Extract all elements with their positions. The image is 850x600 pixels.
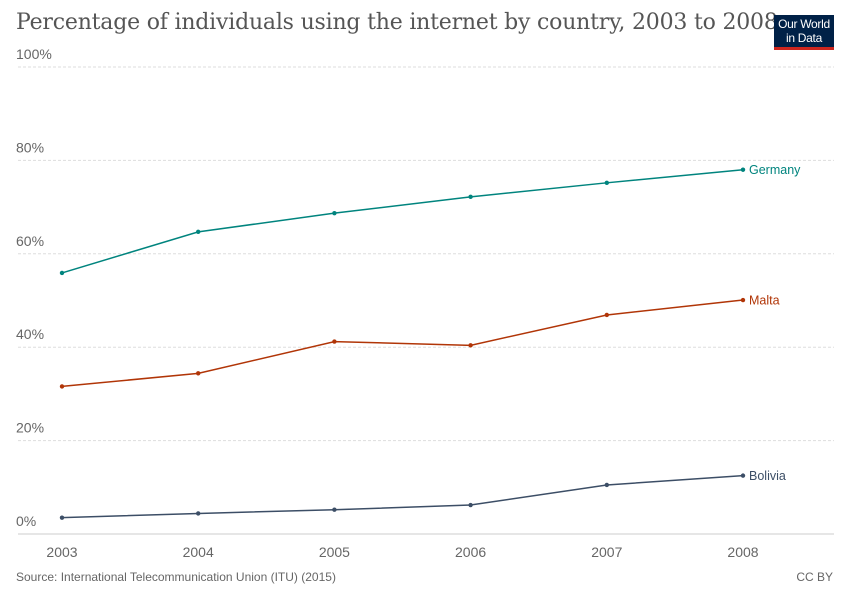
- data-point[interactable]: [332, 210, 337, 216]
- series-bolivia[interactable]: Bolivia: [59, 469, 786, 520]
- x-tick-label: 2003: [46, 544, 77, 560]
- series-line[interactable]: [61, 299, 744, 388]
- series-lines: Germany Malta Bolivia: [59, 163, 801, 520]
- logo-line-2: in Data: [786, 31, 822, 45]
- data-point[interactable]: [196, 371, 201, 376]
- data-point[interactable]: [59, 515, 65, 520]
- y-axis-ticks: 0% 20% 40% 60% 80% 100%: [16, 46, 52, 529]
- grid-lines: [18, 66, 834, 535]
- x-tick-label: 2004: [183, 544, 214, 560]
- data-point[interactable]: [740, 167, 746, 172]
- data-point[interactable]: [196, 229, 201, 235]
- data-point[interactable]: [59, 270, 65, 276]
- data-point[interactable]: [59, 384, 65, 389]
- logo-line-1: Our World: [778, 17, 830, 31]
- y-tick-label: 60%: [16, 233, 44, 249]
- license-link[interactable]: CC BY: [796, 570, 833, 584]
- series-label[interactable]: Malta: [749, 294, 780, 308]
- data-point[interactable]: [740, 473, 746, 478]
- y-tick-label: 0%: [16, 513, 36, 529]
- x-axis-ticks: 2003 2004 2005 2006 2007 2008: [46, 544, 758, 560]
- x-tick-label: 2006: [455, 544, 486, 560]
- owid-logo[interactable]: Our World in Data: [774, 15, 834, 50]
- x-tick-label: 2007: [591, 544, 622, 560]
- data-point[interactable]: [196, 511, 201, 516]
- x-tick-label: 2008: [727, 544, 758, 560]
- source-note[interactable]: Source: International Telecommunication …: [16, 570, 336, 584]
- data-point[interactable]: [468, 502, 473, 508]
- y-tick-label: 20%: [16, 420, 44, 436]
- series-germany[interactable]: Germany: [59, 163, 801, 276]
- y-tick-label: 100%: [16, 46, 52, 62]
- data-point[interactable]: [604, 482, 609, 488]
- series-label[interactable]: Bolivia: [749, 469, 786, 483]
- data-point[interactable]: [468, 194, 473, 200]
- data-point[interactable]: [604, 312, 609, 318]
- series-label[interactable]: Germany: [749, 163, 801, 177]
- data-point[interactable]: [740, 297, 746, 303]
- x-tick-label: 2005: [319, 544, 350, 560]
- series-line[interactable]: [61, 168, 744, 274]
- data-point[interactable]: [604, 180, 609, 186]
- data-point[interactable]: [332, 507, 337, 512]
- series-line[interactable]: [61, 474, 744, 519]
- y-tick-label: 40%: [16, 326, 44, 342]
- series-malta[interactable]: Malta: [59, 294, 780, 389]
- data-point[interactable]: [332, 339, 337, 344]
- data-point[interactable]: [468, 343, 473, 348]
- chart-title: Percentage of individuals using the inte…: [16, 10, 778, 35]
- y-tick-label: 80%: [16, 139, 44, 155]
